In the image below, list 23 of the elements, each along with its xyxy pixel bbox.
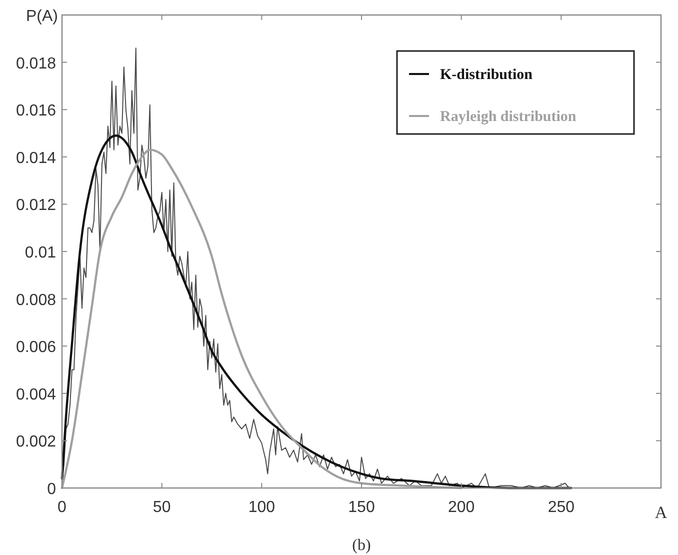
y-tick-label: 0.016	[16, 102, 56, 120]
y-tick-label: 0.012	[16, 197, 56, 214]
x-tick-label: 0	[58, 499, 67, 516]
y-tick-label: 0.006	[16, 339, 56, 356]
x-tick-label: 250	[548, 499, 575, 516]
legend-label: K-distribution	[440, 67, 534, 83]
x-axis-title: A	[654, 503, 668, 522]
y-tick-label: 0.008	[16, 292, 56, 309]
y-tick-label: 0.014	[16, 150, 56, 167]
x-tick-label: 50	[152, 499, 171, 516]
line-series	[60, 134, 572, 490]
x-tick-label: 200	[448, 499, 475, 516]
y-tick-label: 0.004	[16, 386, 56, 404]
y-axis-title: P(A)	[26, 8, 58, 25]
y-tick-label: 0.01	[24, 244, 56, 262]
x-tick-label: 150	[348, 499, 375, 516]
legend-label: Rayleigh distribution	[440, 109, 577, 125]
text: (b)	[352, 537, 371, 554]
y-tick-label: 0.018	[16, 55, 56, 72]
y-tick-label: 0.002	[16, 434, 56, 451]
line-series	[60, 148, 462, 490]
y-tick-label: 0	[47, 481, 56, 498]
x-tick-label: 100	[248, 499, 276, 516]
